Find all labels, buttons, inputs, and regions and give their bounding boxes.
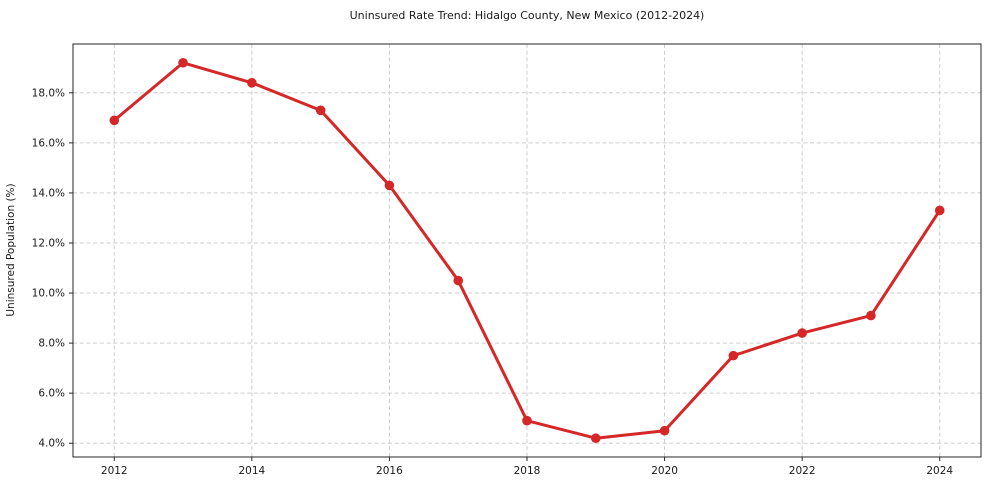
- x-tick-label: 2014: [238, 465, 265, 477]
- data-point: [797, 328, 807, 338]
- data-point: [659, 425, 670, 436]
- x-tick-label: 2012: [101, 465, 128, 477]
- y-tick-label: 4.0%: [38, 438, 65, 450]
- data-point: [109, 115, 120, 126]
- data-point: [934, 205, 945, 216]
- y-tick-label: 10.0%: [32, 288, 65, 300]
- data-point: [178, 57, 188, 68]
- data-point: [866, 310, 876, 321]
- chart-title: Uninsured Rate Trend: Hidalgo County, Ne…: [350, 9, 705, 22]
- x-tick-label: 2020: [651, 465, 678, 477]
- y-axis-label: Uninsured Population (%): [5, 183, 17, 316]
- y-tick-label: 8.0%: [38, 338, 65, 350]
- y-tick-label: 12.0%: [32, 237, 65, 249]
- data-point: [728, 350, 739, 361]
- data-point: [384, 180, 395, 191]
- data-point: [453, 275, 464, 286]
- x-tick-label: 2022: [789, 465, 816, 477]
- x-tick-label: 2016: [376, 465, 403, 477]
- x-tick-label: 2018: [514, 465, 541, 477]
- data-point: [590, 433, 601, 444]
- y-tick-label: 18.0%: [32, 87, 65, 99]
- data-point: [315, 105, 326, 116]
- y-tick-label: 14.0%: [32, 187, 65, 199]
- data-point: [247, 77, 257, 88]
- y-tick-label: 16.0%: [32, 137, 65, 149]
- plot-area: 4.0% 6.0% 8.0% 10.0% 12.0% 14.0% 16.0% 18.0% 201…: [32, 43, 982, 477]
- data-point: [522, 415, 532, 426]
- x-tick-label: 2024: [926, 465, 953, 477]
- y-tick-label: 6.0%: [38, 388, 65, 400]
